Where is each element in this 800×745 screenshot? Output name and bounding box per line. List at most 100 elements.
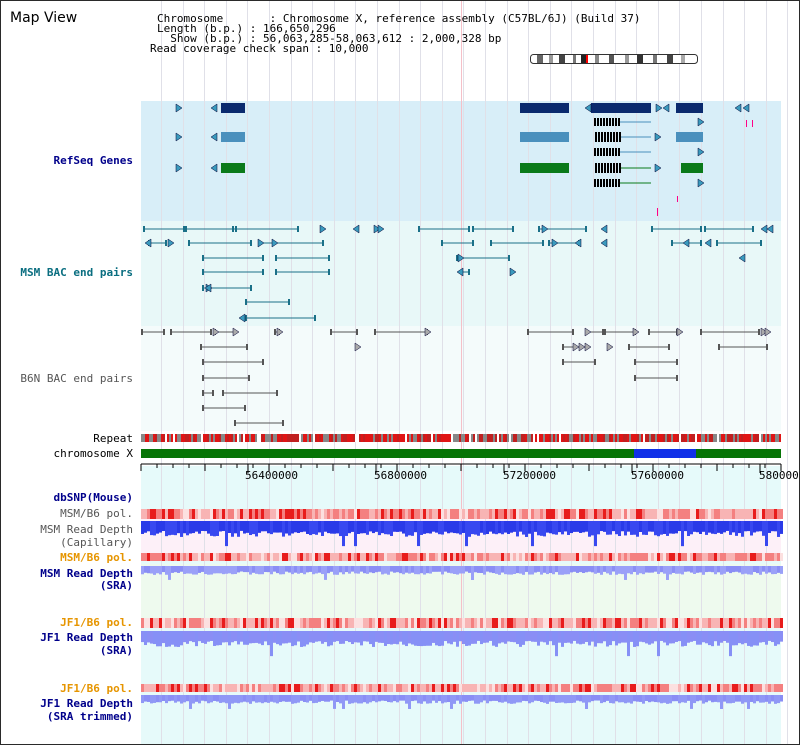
jf1-depth-bar	[615, 631, 618, 646]
jf1-pol-cell	[360, 618, 363, 628]
msm-sra-depth-bar	[681, 566, 684, 575]
msm-capillary-depth-bar	[201, 521, 204, 531]
jf1-pol-cell	[768, 618, 771, 628]
msm-bac-pair-end	[262, 269, 264, 275]
repeat-segment	[389, 434, 391, 442]
repeat-segment	[379, 434, 381, 442]
msm-capillary-depth-bar	[357, 521, 360, 534]
axis-tick-3: 57200000	[503, 469, 556, 482]
jf1-trim-depth-bar	[315, 695, 318, 703]
b6n-bac-pair-end	[604, 329, 606, 335]
jf1-pol2-cell	[315, 684, 318, 692]
msm-capillary-depth-bar	[291, 521, 294, 534]
jf1-trim-depth-bar	[429, 695, 432, 704]
repeat-segment	[461, 434, 463, 442]
jf1-pol2-cell	[579, 684, 582, 692]
repeat-segment	[191, 434, 193, 442]
jf1-depth-bar	[354, 631, 357, 643]
jf1-pol-cell	[177, 618, 180, 628]
msm-pol-cell	[654, 509, 657, 519]
jf1-pol-cell	[660, 618, 663, 628]
msm-pol-cell	[435, 509, 438, 519]
jf1-pol2-cell	[456, 684, 459, 692]
msm-pol2-cell	[459, 553, 462, 561]
msm-sra-depth-bar	[669, 566, 672, 575]
jf1-pol2-cell	[738, 684, 741, 692]
jf1-depth-bar	[168, 631, 171, 647]
jf1-depth-bar	[210, 631, 213, 641]
msm-pol2-cell	[213, 553, 216, 561]
jf1-trim-depth-bar	[447, 695, 450, 703]
msm-sra-depth-bar	[399, 566, 402, 574]
repeat-segment	[519, 434, 521, 442]
msm-capillary-depth-bar	[174, 521, 177, 536]
jf1-depth-bar	[723, 631, 726, 642]
jf1-trim-depth-bar	[627, 695, 630, 703]
repeat-segment	[585, 434, 587, 442]
msm-pol2-cell	[648, 553, 651, 561]
msm-pol2-cell	[603, 553, 606, 561]
jf1-depth-bar	[258, 631, 261, 644]
jf1-pol-cell	[585, 618, 588, 628]
repeat-segment	[363, 434, 365, 442]
repeat-segment	[213, 434, 215, 442]
jf1-depth-bar	[555, 631, 558, 657]
repeat-segment	[757, 434, 759, 442]
jf1-trim-depth-bar	[477, 695, 480, 704]
jf1-trim-depth-bar	[186, 695, 189, 702]
ideogram-band	[573, 55, 576, 63]
jf1-trim-depth-bar	[234, 695, 237, 703]
jf1-depth-bar	[447, 631, 450, 644]
msm-bac-pair-end	[468, 226, 470, 232]
jf1-trim-depth-bar	[600, 695, 603, 704]
jf1-pol2-cell	[159, 684, 162, 692]
jf1-pol-cell	[615, 618, 618, 628]
repeat-segment	[751, 434, 753, 442]
msm-pol-cell	[390, 509, 393, 519]
repeat-segment	[701, 434, 703, 442]
msm-pol-cell	[441, 509, 444, 519]
msm-pol-cell	[735, 509, 738, 519]
msm-pol-cell	[213, 509, 216, 519]
jf1-pol-cell	[318, 618, 321, 628]
jf1-depth-bar	[147, 631, 150, 643]
jf1-pol-cell	[315, 618, 318, 628]
jf1-pol2-cell	[378, 684, 381, 692]
repeat-segment	[689, 434, 691, 442]
msm-pol-cell	[489, 509, 492, 519]
msm-capillary-depth-bar	[156, 521, 159, 534]
repeat-segment	[559, 434, 561, 442]
msm-pol2-cell	[558, 553, 561, 561]
jf1-depth-bar	[609, 631, 612, 646]
msm-bac-pair-end	[328, 255, 330, 261]
msm-pol2-cell	[588, 553, 591, 561]
jf1-pol-cell	[693, 618, 696, 628]
msm-pol2-cell	[231, 553, 234, 561]
jf1-pol-cell	[600, 618, 603, 628]
msm-capillary-depth-bar	[660, 521, 663, 535]
jf1-pol2-cell	[249, 684, 252, 692]
msm-sra-depth-bar	[477, 566, 480, 573]
jf1-pol2-cell	[336, 684, 339, 692]
chromosome-ideogram[interactable]	[529, 53, 699, 65]
msm-pol-cell	[672, 509, 675, 519]
msm-sra-depth-bar	[459, 566, 462, 574]
gene-exon	[600, 179, 602, 187]
msm-capillary-depth-bar	[429, 521, 432, 534]
bac-end-arrow	[204, 283, 212, 293]
jf1-trim-depth-bar	[684, 695, 687, 703]
repeat-segment	[693, 434, 695, 442]
repeat-segment	[619, 434, 621, 442]
jf1-trim-depth-bar	[543, 695, 546, 703]
msm-bac-pair-end	[202, 255, 204, 261]
msm-sra-depth-bar	[492, 566, 495, 574]
jf1-trim-depth-bar	[384, 695, 387, 701]
snp-marker	[752, 120, 753, 127]
jf1-depth-bar	[516, 631, 519, 645]
msm-sra-depth-bar	[654, 566, 657, 572]
jf1-trim-depth-bar	[660, 695, 663, 704]
msm-pol2-cell	[711, 553, 714, 561]
jf1-depth-sub: (SRA)	[99, 644, 133, 657]
msm-capillary-depth-bar	[777, 521, 780, 537]
